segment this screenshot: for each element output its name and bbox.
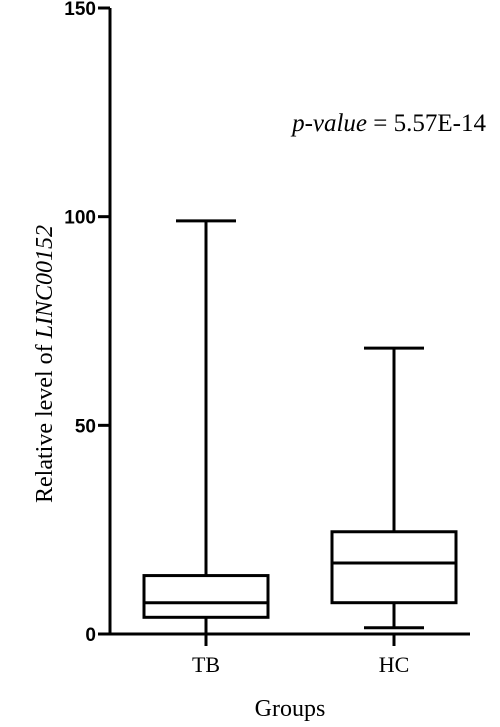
boxes xyxy=(142,219,458,636)
y-axis-title: Relative level of LINC00152 xyxy=(32,225,58,503)
box-tb xyxy=(142,219,270,636)
x-tick-label: TB xyxy=(192,652,220,677)
box-hc xyxy=(330,346,458,630)
y-tick-label: 50 xyxy=(75,416,96,437)
x-ticks: TB HC xyxy=(192,634,409,677)
x-tick-label: HC xyxy=(379,652,410,677)
p-value-label: p-value xyxy=(290,110,367,137)
iqr-box xyxy=(330,530,458,605)
iqr-box xyxy=(142,574,270,619)
y-axis-title-gene: LINC00152 xyxy=(32,225,58,339)
p-value-annotation: p-value = 5.57E-14 xyxy=(290,110,486,137)
y-ticks: 0 50 100 150 xyxy=(64,0,110,646)
y-tick-label: 150 xyxy=(64,0,96,20)
p-value-number: 5.57E-14 xyxy=(394,110,487,137)
y-axis-title-prefix: Relative level of xyxy=(32,338,58,503)
y-tick-label: 100 xyxy=(64,208,96,229)
p-value-equals: = xyxy=(367,110,394,137)
x-axis-title: Groups xyxy=(255,696,326,722)
axes xyxy=(108,8,470,636)
y-tick-label: 0 xyxy=(85,625,96,646)
